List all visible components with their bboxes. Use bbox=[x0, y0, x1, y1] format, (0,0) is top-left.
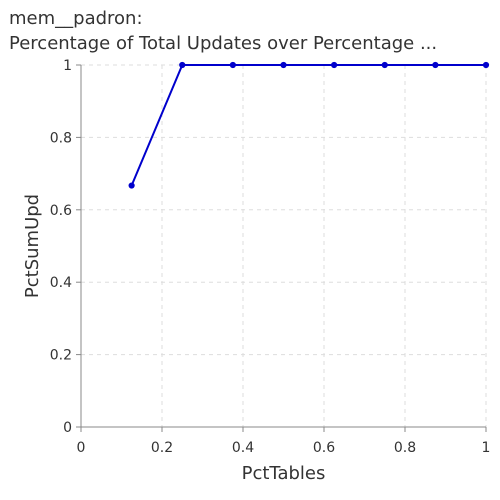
data-point bbox=[381, 61, 388, 69]
x-tick-label: 0.8 bbox=[394, 440, 416, 456]
x-tick-label: 0.4 bbox=[232, 440, 254, 456]
chart-title: mem__padron: bbox=[9, 8, 143, 29]
y-tick-label: 0.2 bbox=[50, 348, 72, 364]
x-axis-label: PctTables bbox=[242, 463, 326, 484]
x-tick-label: 0.2 bbox=[151, 440, 173, 456]
y-tick-label: 0.8 bbox=[50, 130, 72, 146]
y-tick-label: 1 bbox=[63, 58, 72, 74]
x-tick-label: 0 bbox=[77, 440, 86, 456]
data-point bbox=[432, 61, 439, 69]
y-axis-label: PctSumUpd bbox=[22, 194, 43, 298]
data-point bbox=[229, 61, 236, 69]
data-point bbox=[280, 61, 287, 69]
chart-subtitle: Percentage of Total Updates over Percent… bbox=[9, 33, 438, 54]
data-point bbox=[128, 182, 135, 189]
data-point bbox=[179, 61, 186, 69]
y-tick-label: 0.4 bbox=[50, 275, 72, 291]
axes bbox=[80, 65, 486, 428]
x-ticks: 0 0.2 0.4 0.6 0.8 1 bbox=[77, 427, 491, 456]
y-tick-label: 0 bbox=[63, 420, 72, 436]
data-point bbox=[331, 61, 338, 69]
grid bbox=[81, 64, 487, 427]
x-tick-label: 1 bbox=[482, 440, 491, 456]
x-tick-label: 0.6 bbox=[313, 440, 335, 456]
y-tick-label: 0.6 bbox=[50, 203, 72, 219]
series-line bbox=[130, 64, 486, 186]
data-point bbox=[482, 61, 490, 69]
y-ticks: 0 0.2 0.4 0.6 0.8 1 bbox=[50, 58, 81, 436]
series-layer bbox=[128, 61, 490, 189]
